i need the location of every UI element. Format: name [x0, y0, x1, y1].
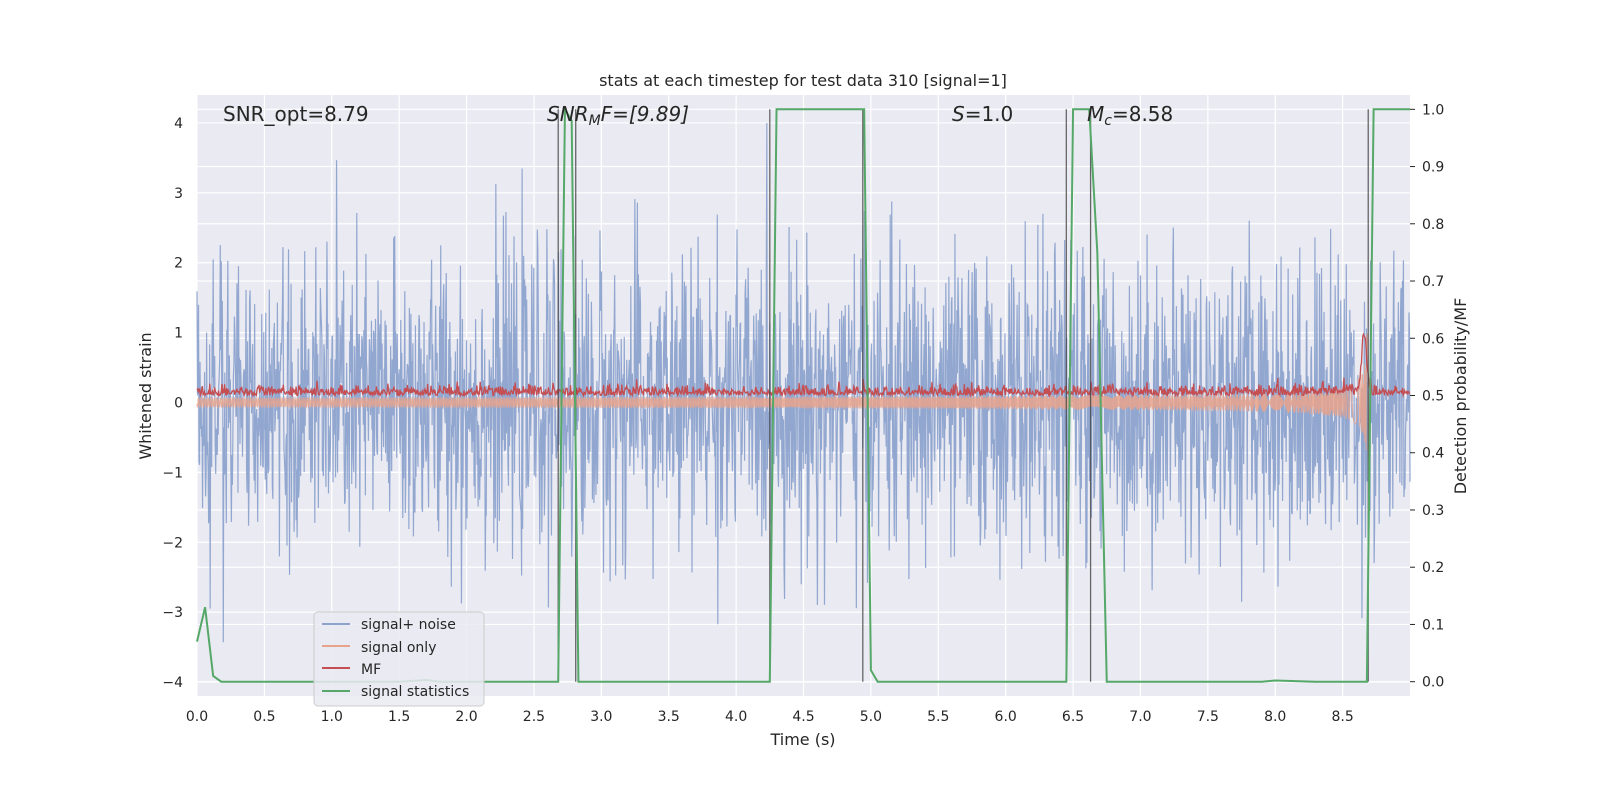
annotation-s-rest: =1.0	[965, 102, 1014, 126]
y-tick-label: −3	[162, 605, 183, 621]
x-ticks: 0.0 0.5 1.0 1.5 2.0 2.5 3.0 3.5 4.0 4.5 5.0 5.5 6.0 6…	[186, 709, 1354, 725]
legend-box	[313, 611, 485, 707]
y2-tick-label: 0.6	[1422, 331, 1444, 347]
y-tick-label: −1	[162, 465, 183, 481]
y-tick-label: −4	[162, 675, 183, 691]
y2-tick-label: 0.0	[1422, 675, 1444, 691]
y-tick-label: 3	[174, 186, 183, 202]
y2-tick-label: 0.3	[1422, 503, 1444, 519]
annotation-mc-rest: =8.58	[1112, 102, 1173, 126]
y2-tick-label: 1.0	[1422, 102, 1444, 118]
x-tick-label: 7.5	[1197, 709, 1219, 725]
x-tick-label: 8.0	[1264, 709, 1286, 725]
y-tick-label: 2	[174, 256, 183, 272]
y2-tick-label: 0.9	[1422, 160, 1444, 176]
x-tick-label: 3.5	[658, 709, 680, 725]
x-tick-label: 3.0	[590, 709, 612, 725]
annotation-snr-mf-base: SNR	[547, 102, 589, 126]
y-tick-label: 1	[174, 326, 183, 342]
y-ticks: 4 3 2 1 0 −1 −2 −3 −4	[162, 116, 183, 691]
x-tick-label: 4.0	[725, 709, 747, 725]
mf-series	[196, 332, 1411, 398]
mf-line	[196, 332, 1411, 398]
legend-label-stats: signal statistics	[361, 684, 469, 700]
x-tick-label: 8.5	[1331, 709, 1353, 725]
y2-ticks: 1.0 0.9 0.8 0.7 0.6 0.5 0.4 0.3 0.2 0.1 0.0	[1410, 102, 1444, 691]
x-tick-label: 6.0	[995, 709, 1017, 725]
annotation-snr-mf-rest: F=[9.89]	[601, 102, 689, 126]
annotation-snr-mf: SNRMF=[9.89]	[547, 102, 689, 129]
signal-only-line	[196, 333, 1370, 459]
x-tick-label: 0.0	[186, 709, 208, 725]
y2-tick-label: 0.1	[1422, 617, 1444, 633]
y2-axis-label: Detection probability/MF	[1451, 298, 1470, 495]
y2-tick-label: 0.7	[1422, 274, 1444, 290]
x-axis-label: Time (s)	[769, 730, 835, 749]
y2-tick-label: 0.5	[1422, 389, 1444, 405]
y-axis-label: Whitened strain	[136, 332, 155, 459]
x-tick-label: 5.5	[927, 709, 949, 725]
signal-only-series	[196, 333, 1370, 459]
x-tick-label: 1.5	[388, 709, 410, 725]
annotation-mc-sub: c	[1104, 113, 1112, 129]
annotation-snr-mf-sub: M	[589, 113, 601, 129]
legend-label-mf: MF	[361, 662, 381, 678]
annotation-s: S=1.0	[952, 102, 1013, 126]
annotation-mc-base: M	[1087, 102, 1104, 126]
annotation-s-base: S	[952, 102, 965, 126]
signal-noise-line	[196, 122, 1411, 643]
legend: signal+ noise signal only MF signal stat…	[313, 611, 485, 707]
legend-label-noise: signal+ noise	[361, 617, 456, 633]
x-tick-label: 6.5	[1062, 709, 1084, 725]
annotation-mc: Mc=8.58	[1087, 102, 1173, 129]
y2-tick-label: 0.4	[1422, 446, 1444, 462]
y-tick-label: 0	[174, 395, 183, 411]
x-tick-label: 2.0	[455, 709, 477, 725]
x-tick-label: 4.5	[792, 709, 814, 725]
y2-tick-label: 0.2	[1422, 560, 1444, 576]
y2-tick-label: 0.8	[1422, 217, 1444, 233]
x-tick-label: 2.5	[523, 709, 545, 725]
x-tick-label: 7.0	[1129, 709, 1151, 725]
vertical-markers	[557, 109, 1369, 682]
y-tick-label: −2	[162, 535, 183, 551]
annotation-snr-opt: SNR_opt=8.79	[223, 102, 369, 126]
x-tick-label: 0.5	[253, 709, 275, 725]
x-tick-label: 5.0	[860, 709, 882, 725]
chart-title: stats at each timestep for test data 310…	[599, 71, 1007, 90]
x-tick-label: 1.0	[321, 709, 343, 725]
signal-noise-series	[196, 122, 1411, 643]
y-tick-label: 4	[174, 116, 183, 132]
legend-label-signal-only: signal only	[361, 640, 436, 656]
